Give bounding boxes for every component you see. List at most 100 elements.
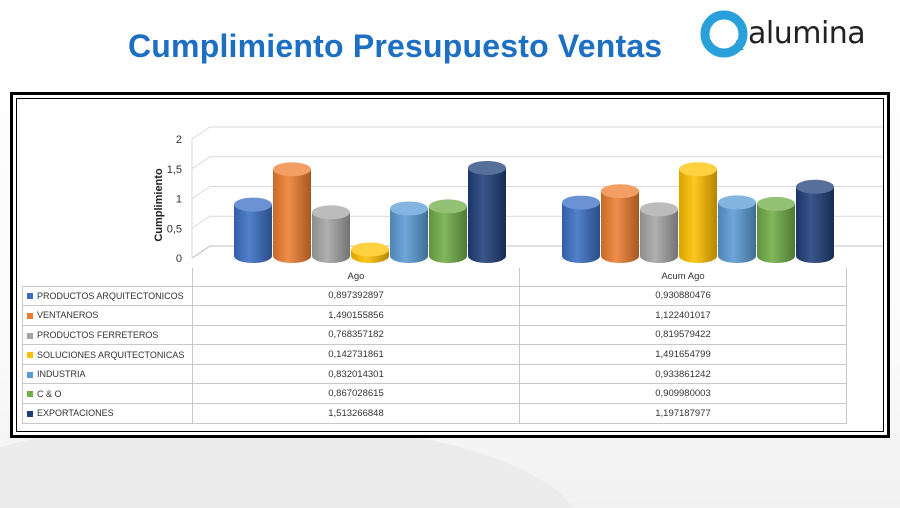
gridline (191, 126, 883, 140)
data-label: 1,122401017 (519, 305, 847, 326)
legend-entry: PRODUCTOS FERRETEROS (22, 324, 193, 346)
series-name: PRODUCTOS ARQUITECTONICOS (37, 290, 184, 301)
legend-key-icon (27, 371, 33, 378)
y-tick-label: 1,5 (167, 164, 182, 176)
data-label: 0,832014301 (192, 363, 520, 385)
bar-body (390, 208, 428, 263)
legend-entry: PRODUCTOS ARQUITECTONICOS (22, 285, 193, 307)
data-label: 0,909980003 (519, 383, 847, 405)
table-row: PRODUCTOS ARQUITECTONICOS 0,897392897 0,93… (22, 285, 847, 307)
series-name: INDUSTRIA (37, 369, 86, 380)
bar (390, 201, 428, 263)
bar (718, 195, 756, 263)
bar-body (234, 204, 272, 263)
bar-body (562, 202, 600, 263)
bar (757, 196, 795, 263)
data-label: 0,142731861 (192, 344, 520, 365)
data-label: 0,933861242 (519, 363, 847, 385)
y-tick-label: 0,5 (167, 223, 182, 235)
slide-title: Cumplimiento Presupuesto Ventas (128, 28, 663, 64)
data-label: 0,867028615 (192, 383, 520, 405)
legend-key-icon (27, 352, 33, 359)
bar-top (601, 184, 639, 199)
bar-body (757, 203, 795, 263)
bar-top (273, 162, 311, 177)
bar (234, 197, 272, 263)
bar-body (718, 202, 756, 263)
table-header-row: Ago Acum Ago (22, 268, 847, 287)
y-tick-label: 2 (176, 134, 182, 146)
bar-top (679, 162, 717, 177)
legend-key-icon (27, 410, 33, 417)
series-name: VENTANEROS (37, 310, 99, 321)
data-label: 0,930880476 (519, 285, 847, 307)
bar-top (718, 195, 756, 210)
legend-key-icon (27, 293, 33, 300)
bar-top (429, 199, 467, 214)
bar (640, 202, 678, 263)
category-label: Acum Ago (519, 268, 847, 287)
bar-body (601, 191, 639, 263)
data-label: 0,819579422 (519, 324, 847, 346)
data-label: 0,768357182 (192, 324, 520, 346)
table-row: INDUSTRIA 0,832014301 0,933861242 (22, 363, 847, 385)
bar-top (312, 205, 350, 220)
y-tick-label: 0 (176, 253, 182, 265)
series-name: EXPORTACIONES (37, 408, 114, 419)
bar-top (796, 179, 834, 194)
table-row: PRODUCTOS FERRETEROS 0,768357182 0,8195794… (22, 324, 847, 346)
bar-body (429, 206, 467, 263)
bar-body (679, 169, 717, 263)
table-row: C & O 0,867028615 0,909980003 (22, 383, 847, 405)
logo-text: alumina (748, 16, 866, 51)
legend-key-icon (27, 332, 33, 339)
bar-top (757, 196, 795, 211)
bar-body (468, 167, 506, 263)
category-label: Ago (192, 268, 520, 287)
data-table: Ago Acum Ago PRODUCTOS ARQUITECTONICOS 0,89… (22, 268, 847, 424)
bar-top (234, 197, 272, 212)
bar (601, 184, 639, 263)
legend-entry: INDUSTRIA (22, 363, 193, 385)
data-label: 1,490155856 (192, 305, 520, 326)
table-row: EXPORTACIONES 1,513266848 1,197187977 (22, 403, 847, 424)
bar (679, 162, 717, 263)
bar (273, 162, 311, 263)
table-row: SOLUCIONES ARQUITECTONICAS 0,142731861 1,4… (22, 344, 847, 365)
legend-entry: VENTANEROS (22, 305, 193, 326)
bar (312, 205, 350, 263)
bar (429, 199, 467, 263)
data-label: 1,513266848 (192, 403, 520, 424)
series-name: C & O (37, 388, 62, 399)
gridline (191, 156, 883, 170)
bar-top (562, 195, 600, 210)
data-label: 1,197187977 (519, 403, 847, 424)
bar-body (312, 212, 350, 263)
data-label: 0,897392897 (192, 285, 520, 307)
table-corner (22, 268, 193, 287)
legend-entry: SOLUCIONES ARQUITECTONICAS (22, 344, 193, 365)
legend-entry: C & O (22, 383, 193, 405)
data-label: 1,491654799 (519, 344, 847, 365)
bar-top (468, 160, 506, 175)
bar (796, 179, 834, 263)
table-row: VENTANEROS 1,490155856 1,122401017 (22, 305, 847, 326)
y-axis-label: Cumplimiento (153, 168, 165, 242)
series-name: PRODUCTOS FERRETEROS (37, 329, 159, 340)
legend-key-icon (27, 313, 33, 320)
bar (468, 160, 506, 263)
y-tick-label: 1 (176, 194, 182, 206)
alumina-logo-icon (700, 10, 748, 58)
bar-top (351, 242, 389, 257)
bar-body (796, 186, 834, 263)
gridline (191, 186, 883, 199)
bar-top (390, 201, 428, 216)
bar-body (640, 209, 678, 263)
legend-key-icon (27, 391, 33, 398)
bar-body (273, 169, 311, 263)
bar (351, 242, 389, 263)
series-name: SOLUCIONES ARQUITECTONICAS (37, 349, 185, 360)
bar (562, 195, 600, 263)
